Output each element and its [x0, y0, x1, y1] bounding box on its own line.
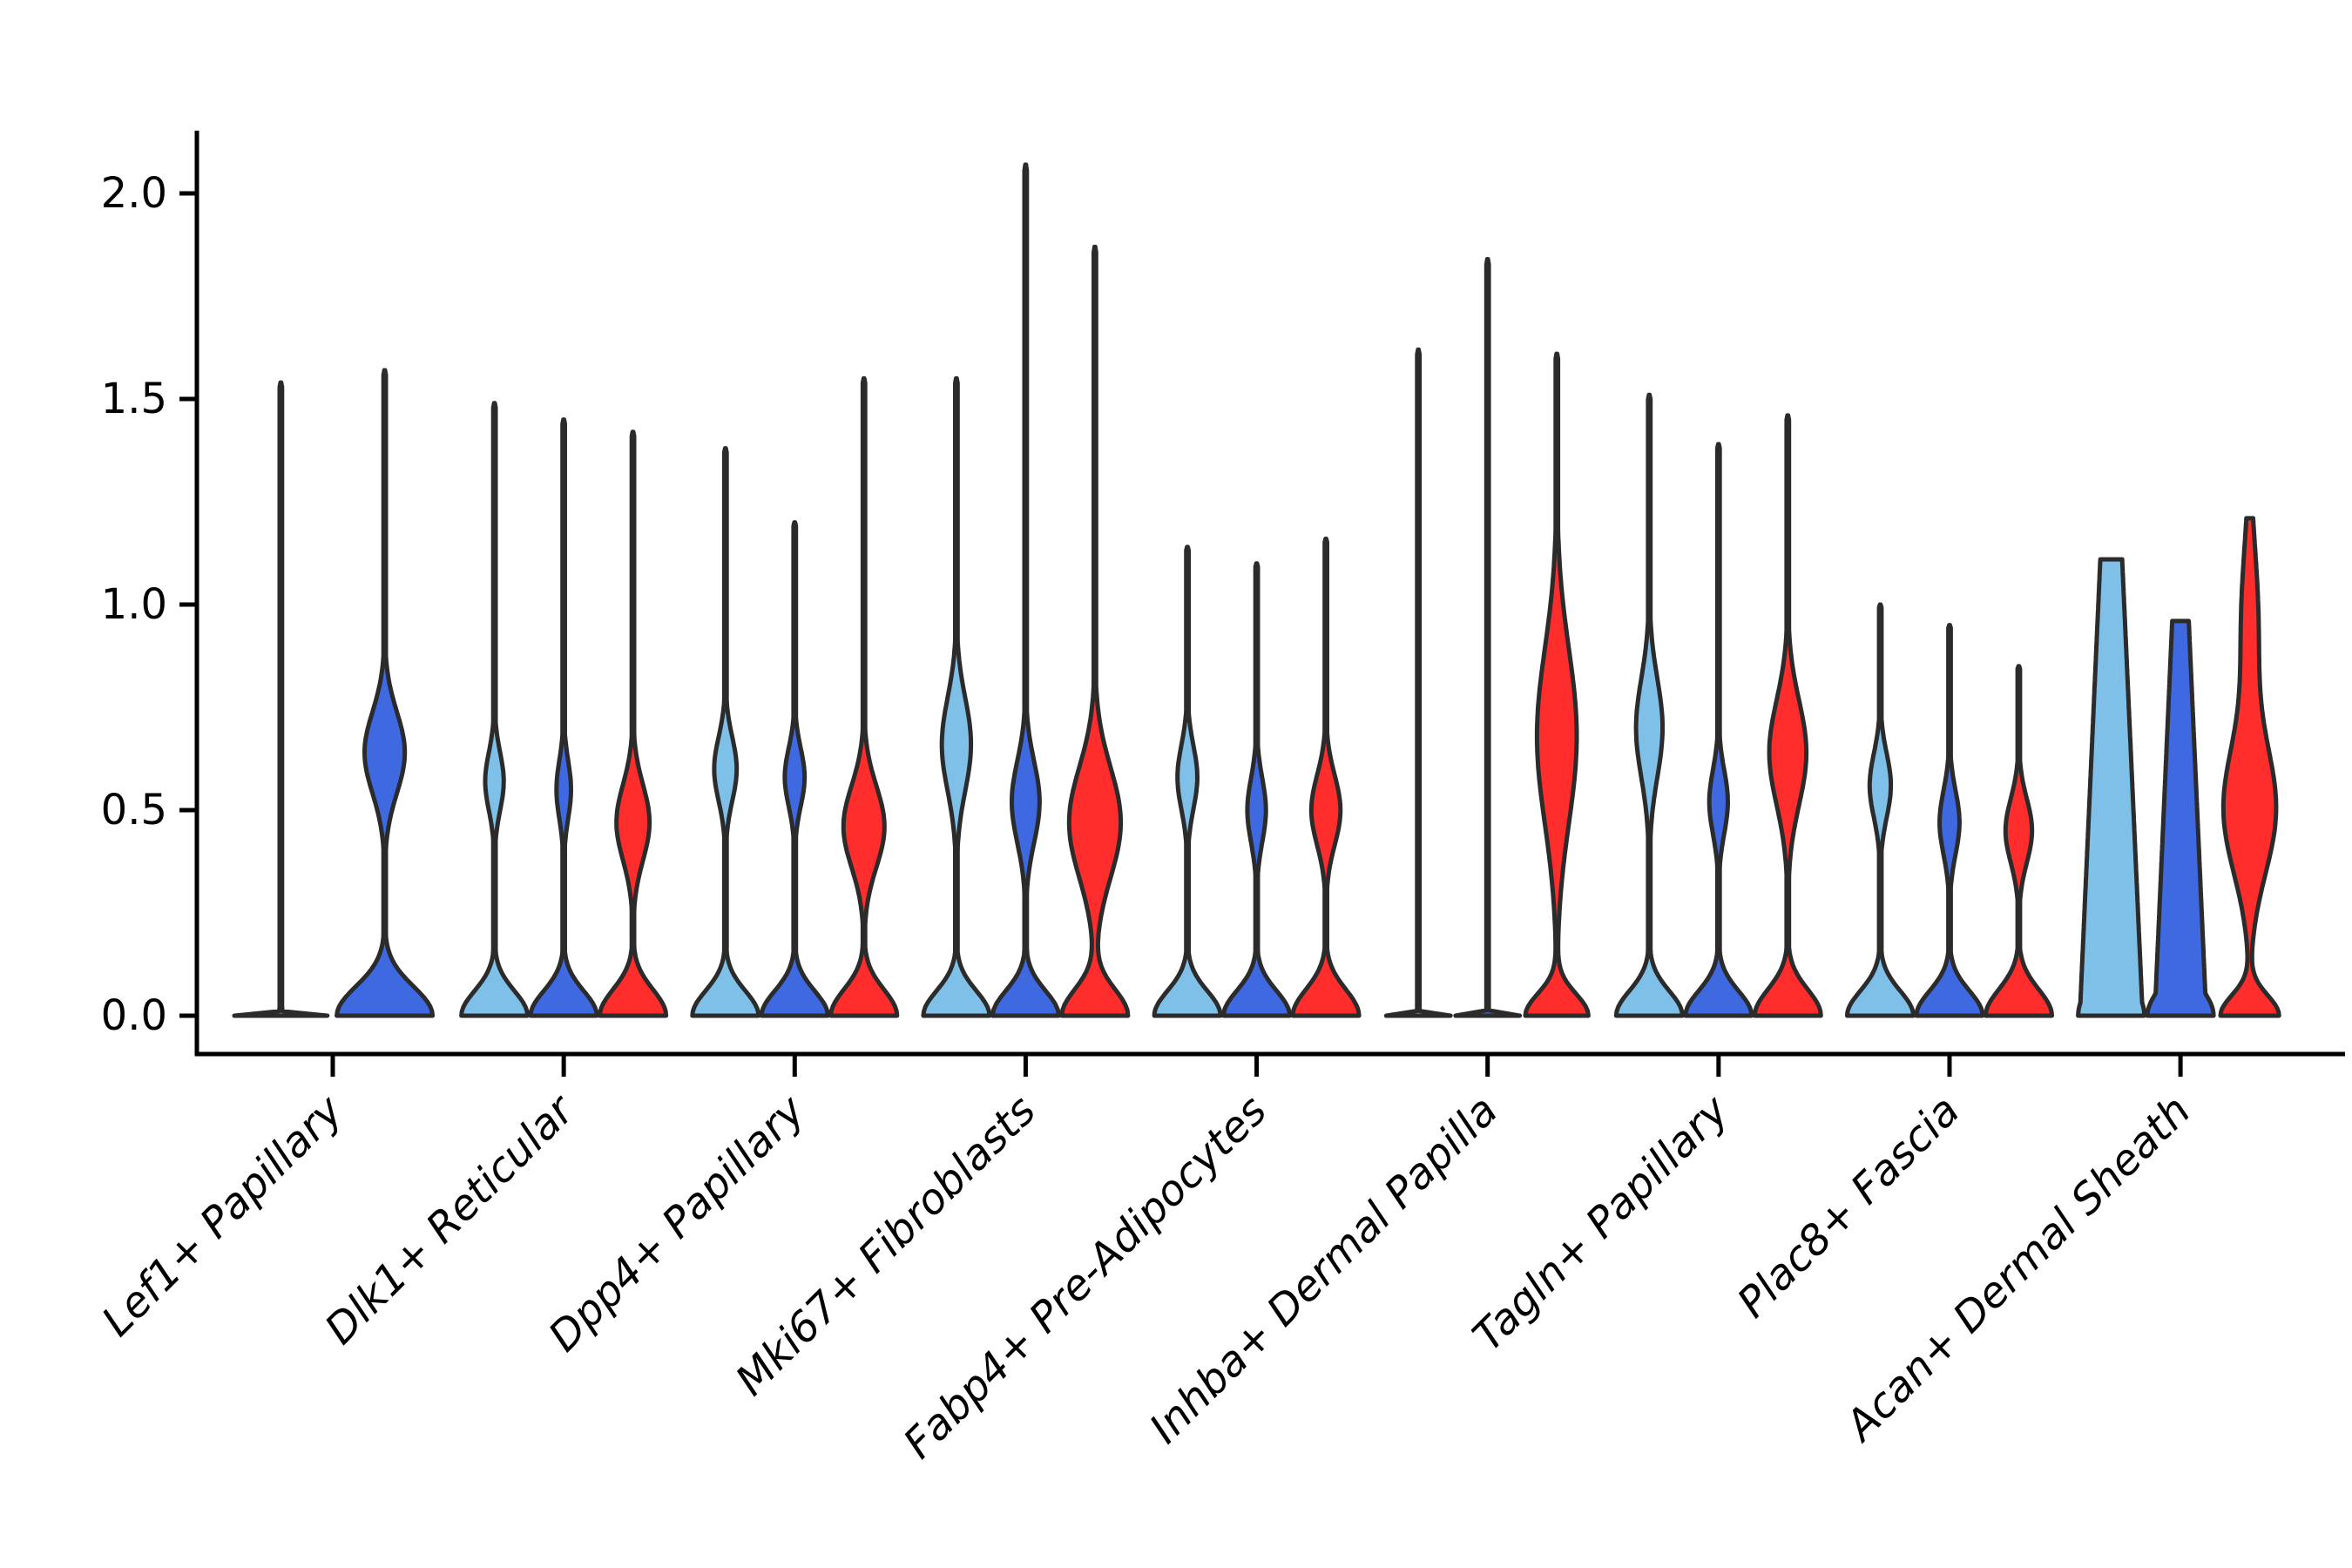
violin-Plac8-Fascia-light_blue — [1845, 602, 1916, 1018]
violin-Acan-Dermal-Sheath-dark_blue — [2145, 618, 2216, 1018]
violin-Dlk1-Reticular-dark_blue — [528, 417, 599, 1018]
violin-Tagln-Papillary-dark_blue — [1683, 442, 1754, 1018]
violin-Dpp4-Papillary-dark_blue — [759, 520, 830, 1018]
y-tick-label: 1.0 — [101, 580, 167, 629]
violin-Tagln-Papillary-red — [1752, 413, 1823, 1018]
violin-Dpp4-Papillary-red — [828, 375, 900, 1018]
y-tick-label: 0.5 — [101, 786, 167, 835]
y-tick-label: 0.0 — [101, 991, 167, 1040]
violin-Lef1-Papillary-light_blue — [232, 380, 330, 1018]
violin-Acan-Dermal-Sheath-light_blue — [2076, 557, 2147, 1018]
violin-Fabp4-Pre-Adipocytes-red — [1290, 537, 1362, 1018]
violin-Tagln-Papillary-light_blue — [1613, 392, 1685, 1018]
y-tick-label: 1.5 — [101, 375, 167, 423]
violin-Dlk1-Reticular-light_blue — [459, 401, 531, 1018]
violin-Plac8-Fascia-red — [1984, 664, 2054, 1018]
violin-Plac8-Fascia-dark_blue — [1914, 623, 1985, 1018]
violin-Mki67-Fibroblasts-red — [1059, 244, 1131, 1018]
y-tick-label: 2.0 — [101, 169, 167, 218]
violin-Fabp4-Pre-Adipocytes-light_blue — [1152, 544, 1223, 1018]
violin-Mki67-Fibroblasts-light_blue — [921, 375, 992, 1018]
violin-Dlk1-Reticular-red — [598, 429, 669, 1018]
violin-Inhba-Dermal-Papilla-red — [1523, 351, 1591, 1018]
violin-Dpp4-Papillary-light_blue — [690, 446, 761, 1018]
violin-Inhba-Dermal-Papilla-dark_blue — [1453, 257, 1523, 1018]
violin-Acan-Dermal-Sheath-red — [2218, 516, 2281, 1018]
violin-Lef1-Papillary-dark_blue — [335, 368, 436, 1018]
violin-Fabp4-Pre-Adipocytes-dark_blue — [1221, 561, 1293, 1018]
violin-Inhba-Dermal-Papilla-light_blue — [1383, 347, 1453, 1018]
violin-Mki67-Fibroblasts-dark_blue — [990, 162, 1061, 1018]
